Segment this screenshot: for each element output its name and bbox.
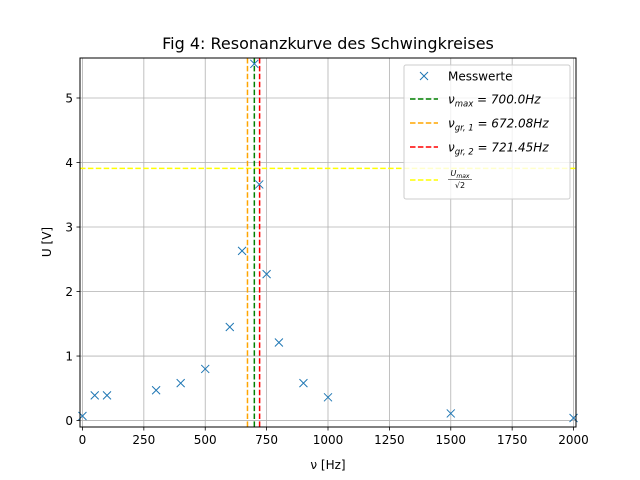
- data-point-marker: [254, 180, 264, 189]
- x-tick-label: 2000: [558, 433, 589, 447]
- y-tick-label: 5: [65, 91, 73, 105]
- legend-marker-messwerte: [419, 71, 429, 81]
- data-point-marker: [299, 378, 308, 388]
- y-tick-label: 2: [65, 285, 73, 299]
- x-tick-label: 1250: [374, 433, 405, 447]
- x-tick-label: 1500: [435, 433, 466, 447]
- chart-title: Fig 4: Resonanzkurve des Schwingkreises: [162, 34, 494, 53]
- legend-label-messwerte: Messwerte: [448, 70, 512, 84]
- x-tick-label: 250: [132, 433, 155, 447]
- data-point-marker: [262, 269, 271, 279]
- x-tick-label: 1750: [497, 433, 528, 447]
- data-point-marker: [102, 391, 112, 400]
- legend: Messwerte νmax = 700.0Hz νgr, 1 = 672.08Hz…: [403, 64, 571, 200]
- data-point-marker: [90, 391, 100, 400]
- legend-label-nu-gr2: νgr, 2 = 721.45Hz: [448, 141, 549, 158]
- legend-box: [403, 64, 571, 200]
- data-point-marker: [446, 409, 456, 418]
- legend-label-umax-num: Umax: [451, 169, 470, 180]
- y-tick-label: 0: [65, 414, 73, 428]
- data-point-marker: [274, 338, 284, 347]
- legend-label-umax-den: √2: [455, 181, 465, 190]
- data-point-marker: [176, 378, 186, 388]
- data-point-marker: [249, 59, 259, 69]
- data-point-marker: [237, 246, 247, 256]
- legend-label-nu-gr1: νgr, 1 = 672.08Hz: [448, 117, 549, 134]
- x-axis-label: ν [Hz]: [310, 458, 345, 472]
- x-tick-label: 0: [79, 433, 87, 447]
- legend-label-nu-max: νmax = 700.0Hz: [448, 93, 541, 110]
- axis-ticks: 0 250 500 750 1000 1250 1500 1750 2000 0 1 2 3 4 5: [65, 91, 588, 447]
- x-tick-label: 500: [194, 433, 217, 447]
- data-points: [78, 59, 578, 423]
- data-point-marker: [200, 364, 210, 374]
- y-tick-label: 1: [65, 350, 73, 364]
- y-tick-label: 3: [65, 221, 73, 235]
- x-tick-label: 750: [255, 433, 278, 447]
- data-point-marker: [323, 392, 333, 402]
- data-point-marker: [151, 385, 161, 395]
- y-tick-label: 4: [65, 156, 73, 170]
- x-tick-label: 1000: [313, 433, 344, 447]
- y-axis-label: U [V]: [40, 227, 54, 257]
- data-point-marker: [225, 322, 235, 332]
